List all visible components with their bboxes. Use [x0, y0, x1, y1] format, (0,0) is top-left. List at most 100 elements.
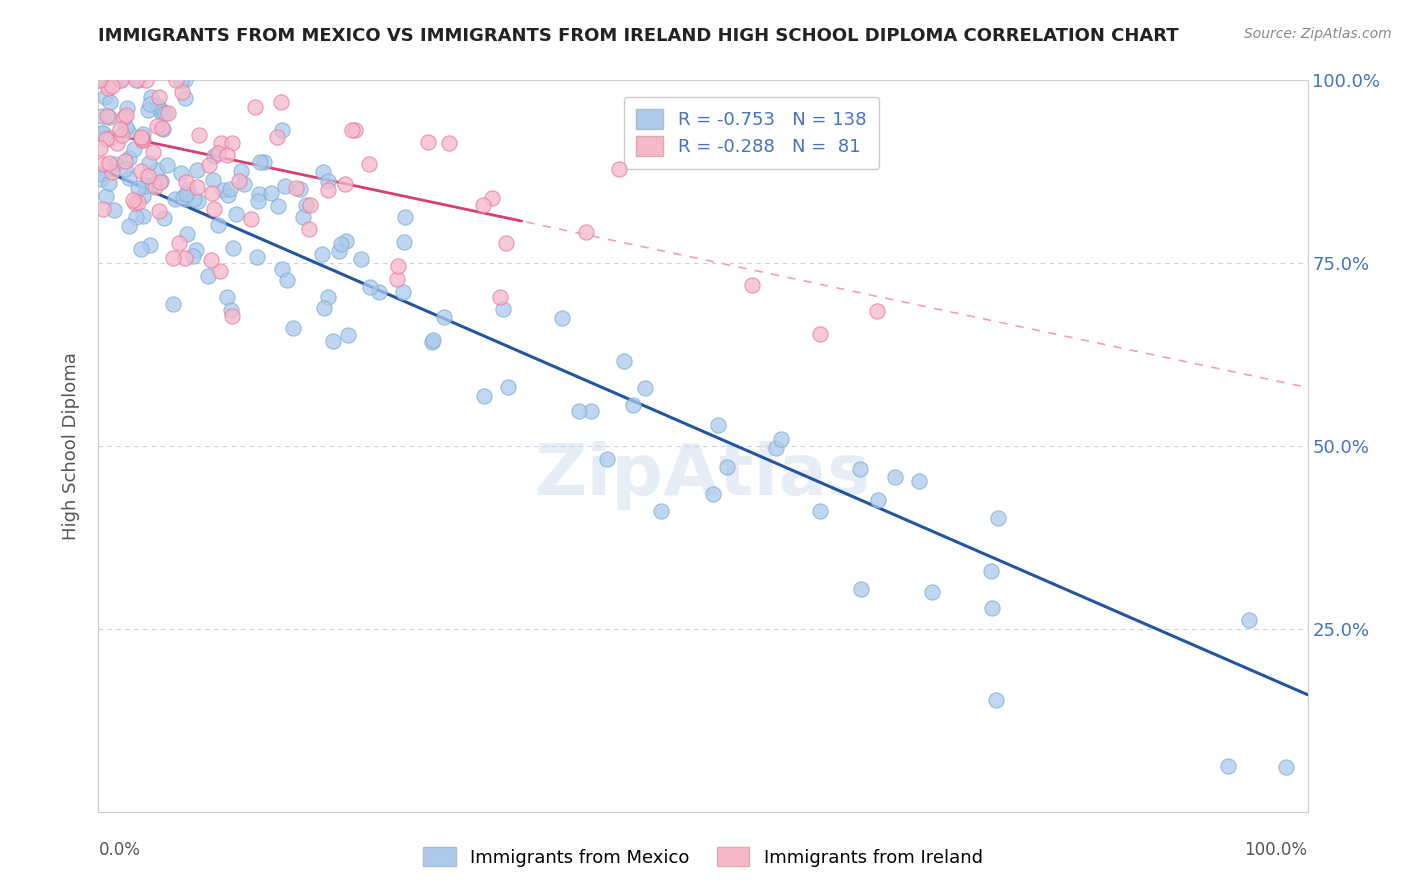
- Point: [312, 301, 335, 316]
- Point: [174, 186, 197, 201]
- Point: [122, 142, 145, 156]
- Point: [139, 97, 162, 112]
- Point: [392, 235, 415, 249]
- Point: [298, 222, 321, 236]
- Point: [868, 492, 890, 507]
- Point: [634, 381, 657, 395]
- Text: Source: ZipAtlas.com: Source: ZipAtlas.com: [1244, 27, 1392, 41]
- Point: [177, 181, 200, 195]
- Point: [228, 174, 250, 188]
- Point: [114, 120, 136, 135]
- Point: [136, 169, 159, 183]
- Point: [91, 157, 114, 171]
- Point: [110, 122, 132, 136]
- Point: [650, 504, 672, 518]
- Point: [359, 279, 381, 293]
- Point: [153, 211, 176, 226]
- Point: [201, 186, 224, 201]
- Point: [270, 95, 292, 110]
- Point: [243, 100, 266, 114]
- Point: [91, 202, 114, 216]
- Point: [270, 261, 292, 276]
- Point: [221, 136, 243, 150]
- Point: [281, 321, 304, 335]
- Point: [392, 285, 415, 299]
- Point: [153, 106, 176, 120]
- Point: [132, 209, 155, 223]
- Point: [114, 162, 136, 177]
- Point: [122, 193, 145, 207]
- Point: [118, 151, 141, 165]
- Point: [218, 182, 240, 196]
- Point: [146, 99, 169, 113]
- Point: [87, 73, 110, 87]
- Point: [91, 109, 114, 123]
- Point: [103, 203, 125, 218]
- Point: [225, 207, 247, 221]
- Point: [108, 73, 131, 87]
- Point: [94, 131, 117, 145]
- Point: [311, 246, 333, 260]
- Point: [91, 126, 114, 140]
- Point: [333, 177, 356, 191]
- Point: [150, 103, 173, 117]
- Point: [101, 165, 124, 179]
- Point: [349, 252, 371, 267]
- Point: [98, 156, 121, 170]
- Point: [167, 235, 190, 250]
- Point: [741, 278, 763, 293]
- Point: [148, 204, 170, 219]
- Point: [149, 104, 172, 119]
- Point: [291, 211, 314, 225]
- Point: [114, 154, 136, 169]
- Point: [98, 110, 121, 124]
- Point: [907, 474, 929, 488]
- Point: [221, 303, 243, 318]
- Point: [276, 273, 298, 287]
- Point: [770, 432, 793, 446]
- Point: [883, 470, 905, 484]
- Text: 0.0%: 0.0%: [98, 841, 141, 859]
- Point: [157, 106, 180, 120]
- Point: [472, 389, 495, 403]
- Point: [202, 173, 225, 187]
- Point: [568, 403, 591, 417]
- Point: [1218, 759, 1240, 773]
- Point: [127, 195, 149, 210]
- Point: [125, 73, 148, 87]
- Point: [91, 73, 114, 87]
- Point: [188, 128, 211, 143]
- Point: [174, 251, 197, 265]
- Point: [131, 131, 153, 145]
- Point: [134, 179, 156, 194]
- Point: [186, 163, 208, 178]
- Point: [439, 136, 461, 151]
- Point: [416, 135, 439, 149]
- Point: [184, 243, 207, 257]
- Point: [215, 290, 238, 304]
- Point: [253, 154, 276, 169]
- Point: [707, 417, 730, 432]
- Point: [385, 272, 408, 286]
- Point: [1237, 613, 1260, 627]
- Point: [209, 136, 232, 151]
- Point: [117, 124, 139, 138]
- Point: [115, 101, 138, 115]
- Point: [481, 191, 503, 205]
- Point: [337, 328, 360, 343]
- Point: [186, 179, 208, 194]
- Point: [139, 90, 162, 104]
- Point: [174, 175, 197, 189]
- Point: [849, 582, 872, 596]
- Point: [170, 85, 193, 99]
- Point: [207, 146, 229, 161]
- Point: [285, 180, 308, 194]
- Point: [231, 164, 253, 178]
- Point: [139, 238, 162, 252]
- Point: [162, 297, 184, 311]
- Point: [97, 176, 120, 190]
- Point: [183, 192, 205, 206]
- Point: [136, 103, 159, 117]
- Point: [112, 111, 135, 125]
- Point: [172, 190, 194, 204]
